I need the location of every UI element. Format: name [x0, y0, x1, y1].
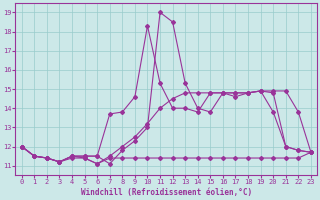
X-axis label: Windchill (Refroidissement éolien,°C): Windchill (Refroidissement éolien,°C): [81, 188, 252, 197]
